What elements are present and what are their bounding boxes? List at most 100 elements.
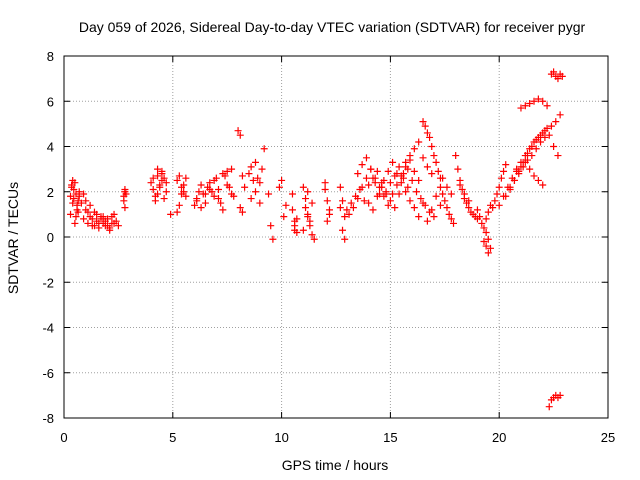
data-point (404, 165, 412, 173)
data-point (550, 143, 558, 150)
data-point (476, 213, 484, 221)
data-point (210, 176, 218, 184)
data-point (201, 190, 209, 198)
data-point (378, 179, 386, 187)
data-point (195, 188, 203, 196)
data-point (106, 224, 114, 232)
data-point (167, 210, 175, 218)
data-point (402, 158, 410, 166)
data-point (371, 174, 379, 182)
data-point (482, 228, 490, 236)
data-point (219, 206, 227, 214)
data-point (506, 183, 514, 191)
data-point (256, 179, 264, 187)
data-point (393, 181, 401, 189)
data-point (439, 190, 447, 198)
data-point (84, 208, 92, 216)
data-point (530, 172, 538, 180)
data-point (341, 213, 349, 221)
data-point (532, 145, 540, 153)
y-tick-label: -4 (42, 321, 54, 336)
data-point (484, 208, 492, 216)
data-point (149, 174, 157, 182)
data-point (339, 226, 347, 234)
data-point (90, 222, 98, 230)
data-point (308, 231, 316, 239)
data-point (267, 222, 275, 230)
data-point (69, 199, 77, 207)
data-point (358, 161, 366, 169)
data-point (214, 185, 222, 193)
data-point (302, 204, 310, 212)
data-point (434, 167, 442, 175)
data-point (308, 199, 316, 207)
data-point (238, 172, 246, 180)
data-point (432, 158, 440, 166)
data-point (423, 217, 431, 225)
data-point (445, 210, 453, 218)
data-point (95, 219, 103, 227)
data-point (391, 204, 399, 212)
data-point (80, 215, 88, 223)
data-point (70, 195, 78, 203)
data-point (182, 174, 190, 182)
data-point (304, 213, 312, 221)
data-point (162, 179, 170, 187)
data-point (245, 170, 253, 178)
data-point (269, 235, 277, 243)
axis-ticks (63, 55, 609, 419)
x-tick-label: 15 (383, 430, 397, 445)
data-point (278, 176, 286, 184)
data-point (523, 149, 531, 157)
y-tick-label: 0 (47, 230, 54, 245)
data-point (495, 183, 503, 191)
data-point (545, 131, 553, 139)
data-point (304, 188, 312, 196)
data-point (428, 170, 436, 178)
data-point (460, 190, 468, 198)
data-point (413, 188, 421, 196)
data-point (175, 172, 183, 180)
data-point (447, 190, 455, 198)
data-point (367, 165, 375, 173)
data-point (234, 127, 242, 135)
data-point (154, 165, 162, 173)
data-point (114, 222, 122, 230)
data-point (484, 249, 492, 257)
data-point (532, 136, 540, 144)
x-tick-label: 0 (60, 430, 67, 445)
data-point (428, 143, 436, 150)
data-point (147, 179, 155, 187)
data-point (219, 170, 227, 178)
data-point (421, 122, 429, 130)
data-point (423, 163, 431, 171)
data-point (482, 242, 490, 250)
x-tick-label: 5 (169, 430, 176, 445)
data-point (265, 190, 273, 198)
data-point (254, 174, 262, 182)
data-point (402, 188, 410, 196)
data-point (423, 129, 431, 137)
data-point (395, 163, 403, 171)
x-tick-label: 25 (601, 430, 615, 445)
data-point (419, 154, 427, 162)
data-point (539, 97, 547, 105)
data-point (399, 174, 407, 182)
data-point (71, 219, 79, 227)
data-point (151, 197, 159, 205)
data-point (432, 192, 440, 200)
data-point (428, 206, 436, 214)
data-point (191, 201, 199, 209)
data-point (415, 138, 423, 146)
data-point (541, 133, 549, 141)
data-point (251, 188, 259, 196)
data-point (480, 224, 488, 232)
data-point (389, 190, 397, 198)
data-point (410, 204, 418, 212)
data-point (539, 181, 547, 189)
y-tick-label: 2 (47, 185, 54, 200)
data-point (517, 163, 525, 171)
data-point (550, 68, 558, 76)
